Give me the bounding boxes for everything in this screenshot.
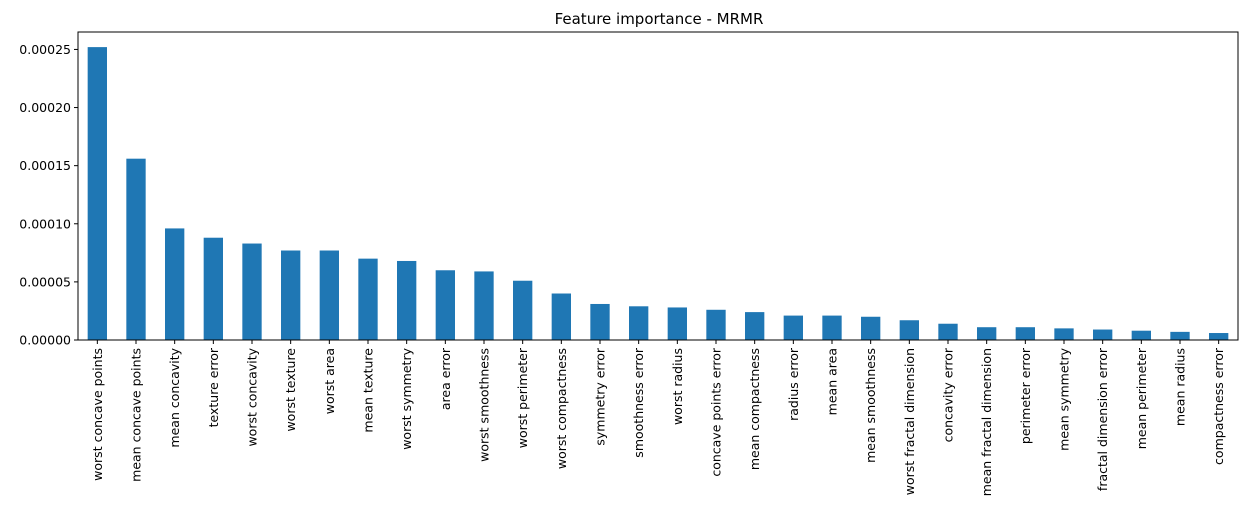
bar-0 — [87, 47, 107, 340]
x-tick-label-12: worst compactness — [554, 348, 569, 469]
x-tick-label-0: worst concave points — [90, 348, 105, 481]
y-tick-label-0: 0.00000 — [19, 333, 71, 348]
y-tick-label-5: 0.00025 — [19, 42, 71, 57]
x-tick-label-16: concave points error — [709, 347, 724, 477]
x-tick-label-5: worst texture — [283, 348, 298, 432]
x-tick-label-1: mean concave points — [129, 348, 144, 482]
x-tick-label-19: mean area — [825, 348, 840, 415]
bar-18 — [783, 315, 803, 340]
bar-2 — [165, 228, 185, 340]
chart-title: Feature importance - MRMR — [555, 10, 764, 28]
plot-frame — [77, 31, 1239, 341]
bar-14 — [629, 306, 649, 340]
bar-9 — [435, 270, 455, 340]
x-tick-label-18: radius error — [786, 347, 801, 421]
x-tick-label-9: area error — [438, 347, 453, 410]
bar-24 — [1015, 327, 1035, 340]
bar-27 — [1131, 330, 1151, 340]
x-tick-label-24: perimeter error — [1018, 347, 1033, 444]
bar-16 — [706, 309, 726, 340]
x-axis: worst concave points mean concave points m… — [90, 340, 1226, 496]
bar-10 — [474, 271, 494, 340]
bar-17 — [745, 312, 765, 340]
bar-29 — [1209, 333, 1229, 340]
bar-6 — [319, 250, 339, 340]
x-tick-label-7: mean texture — [361, 348, 376, 433]
bar-19 — [822, 315, 842, 340]
x-tick-label-22: concavity error — [941, 347, 956, 442]
bar-15 — [667, 307, 687, 340]
bar-5 — [281, 250, 301, 340]
bar-4 — [242, 243, 262, 340]
x-tick-label-3: texture error — [206, 347, 221, 427]
bar-1 — [126, 158, 146, 340]
bar-7 — [358, 258, 378, 340]
y-tick-label-1: 0.00005 — [19, 274, 71, 289]
y-axis: 0.00000 0.00005 0.00010 0.00015 0.00020 0.000… — [19, 42, 78, 348]
x-tick-label-4: worst concavity — [245, 347, 260, 446]
x-tick-label-14: smoothness error — [631, 347, 646, 458]
bars-group — [87, 47, 1229, 340]
x-tick-label-6: worst area — [322, 348, 337, 414]
x-tick-label-11: worst perimeter — [515, 347, 530, 448]
x-tick-label-15: worst radius — [670, 348, 685, 425]
bar-23 — [977, 327, 997, 340]
x-tick-label-17: mean compactness — [747, 348, 762, 470]
x-tick-label-20: mean smoothness — [863, 348, 878, 463]
y-tick-label-4: 0.00020 — [19, 100, 71, 115]
x-tick-label-23: mean fractal dimension — [979, 348, 994, 496]
x-tick-label-21: worst fractal dimension — [902, 348, 917, 495]
bar-12 — [551, 293, 571, 340]
bar-22 — [938, 323, 958, 340]
x-tick-label-13: symmetry error — [593, 347, 608, 445]
y-tick-label-2: 0.00010 — [19, 216, 71, 231]
x-tick-label-8: worst symmetry — [399, 347, 414, 449]
bar-11 — [513, 280, 533, 340]
bar-13 — [590, 303, 610, 340]
x-tick-label-29: compactness error — [1211, 347, 1226, 465]
bar-8 — [397, 260, 417, 340]
x-tick-label-2: mean concavity — [167, 347, 182, 447]
bar-3 — [203, 237, 223, 340]
bar-20 — [861, 316, 881, 340]
x-tick-label-27: mean perimeter — [1134, 347, 1149, 449]
x-tick-label-28: mean radius — [1173, 348, 1188, 426]
x-tick-label-10: worst smoothness — [477, 348, 492, 462]
bar-28 — [1170, 331, 1190, 340]
x-tick-label-26: fractal dimension error — [1095, 347, 1110, 491]
x-tick-label-25: mean symmetry — [1057, 347, 1072, 450]
bar-25 — [1054, 328, 1074, 340]
bar-21 — [899, 320, 919, 340]
y-tick-label-3: 0.00015 — [19, 158, 71, 173]
bar-26 — [1093, 329, 1113, 340]
